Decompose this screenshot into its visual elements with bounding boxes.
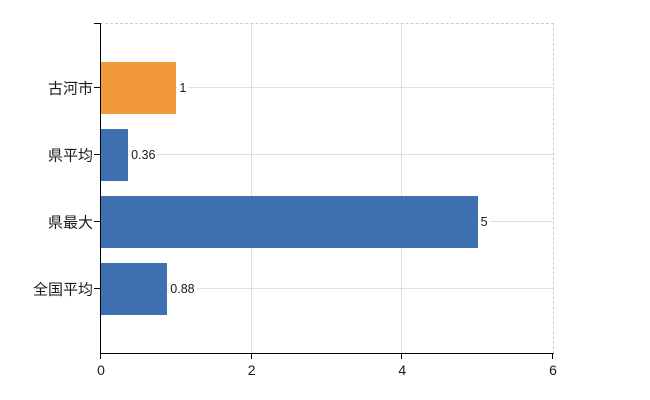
bar <box>101 263 168 315</box>
gridline-h <box>101 87 553 88</box>
y-tick <box>94 288 101 289</box>
category-label: 全国平均 <box>32 281 93 299</box>
bar-value-label: 0.36 <box>129 148 158 162</box>
x-tick <box>552 353 553 359</box>
y-tick <box>94 154 101 155</box>
category-label: 県平均 <box>47 147 93 165</box>
y-tick <box>94 87 101 88</box>
y-tick <box>94 221 101 222</box>
bar <box>101 62 177 114</box>
x-tick-label: 6 <box>549 362 557 378</box>
gridline-v <box>401 24 403 353</box>
x-tick <box>250 353 252 359</box>
gridline-v <box>250 24 252 353</box>
gridline-h <box>101 288 553 289</box>
x-tick <box>401 353 403 359</box>
x-tick-label: 2 <box>247 362 256 378</box>
x-tick <box>100 353 101 359</box>
bar <box>101 129 129 181</box>
category-label: 県最大 <box>47 214 93 232</box>
x-tick-label: 4 <box>398 362 407 378</box>
bar-value-label: 5 <box>478 215 490 229</box>
plot-area: 1 古河市 0.36 県平均 5 県最大 0.88 全国平均 0 2 4 6 <box>33 23 557 378</box>
bar-value-label: 0.88 <box>168 282 197 296</box>
bar-value-label: 1 <box>177 81 189 95</box>
bar <box>101 196 478 248</box>
gridline-h <box>101 154 553 155</box>
y-axis-top-tick <box>94 23 101 24</box>
category-label: 古河市 <box>47 80 93 98</box>
x-tick-label: 0 <box>97 362 105 378</box>
